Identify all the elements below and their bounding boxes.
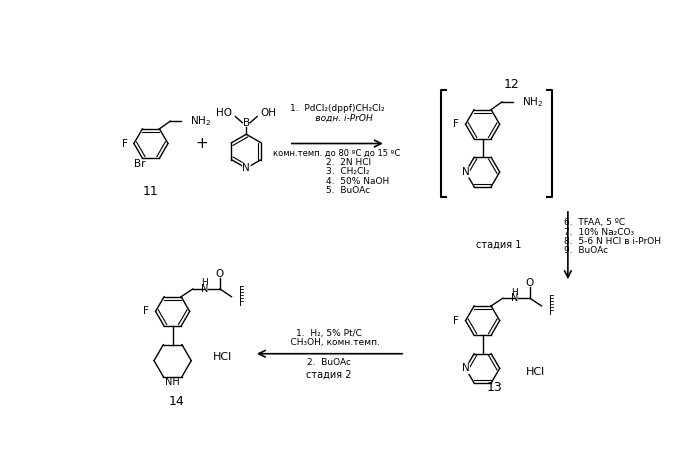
Text: OH: OH (260, 109, 276, 119)
Text: 7.  10% Na₂CO₃: 7. 10% Na₂CO₃ (564, 228, 634, 237)
Text: F: F (454, 316, 459, 326)
Text: N: N (462, 167, 470, 177)
Text: 1.  H₂, 5% Pt/C: 1. H₂, 5% Pt/C (296, 329, 362, 338)
Text: 4.  50% NaOH: 4. 50% NaOH (326, 177, 389, 186)
Text: 5.  BuOAc: 5. BuOAc (326, 186, 370, 195)
Text: 2.  BuOAc: 2. BuOAc (307, 359, 351, 367)
Text: N: N (462, 363, 470, 373)
Text: F: F (239, 292, 245, 302)
Text: F: F (239, 298, 245, 308)
Text: 14: 14 (168, 395, 185, 408)
Text: N: N (243, 163, 250, 173)
Text: O: O (216, 268, 224, 278)
Text: NH: NH (165, 377, 180, 387)
Text: HCl: HCl (526, 367, 545, 377)
Text: 6.  TFAA, 5 ºC: 6. TFAA, 5 ºC (564, 218, 625, 227)
Text: O: O (526, 278, 534, 288)
Text: N: N (201, 284, 208, 294)
Text: 12: 12 (503, 78, 519, 91)
Text: F: F (549, 295, 555, 305)
Text: F: F (549, 301, 555, 311)
Text: водн. i-PrOH: водн. i-PrOH (301, 114, 373, 123)
Text: F: F (239, 285, 245, 295)
Text: Br: Br (134, 159, 145, 169)
Text: F: F (122, 138, 128, 148)
Text: N: N (511, 293, 518, 303)
Text: стадия 1: стадия 1 (476, 240, 521, 250)
Text: 11: 11 (143, 185, 159, 198)
Text: NH$_2$: NH$_2$ (190, 114, 212, 128)
Text: F: F (549, 307, 555, 317)
Text: 1.  PdCl₂(dppf)CH₂Cl₂: 1. PdCl₂(dppf)CH₂Cl₂ (289, 104, 384, 114)
Text: H: H (511, 288, 518, 297)
Text: H: H (201, 278, 208, 287)
Text: B: B (243, 118, 250, 128)
Text: CH₃OH, комн.темп.: CH₃OH, комн.темп. (279, 338, 380, 348)
Text: F: F (143, 306, 150, 316)
Text: 8.  5-6 N HCl в i-PrOH: 8. 5-6 N HCl в i-PrOH (564, 237, 661, 246)
Text: 9.  BuOAc: 9. BuOAc (564, 246, 608, 255)
Text: HO: HO (216, 109, 232, 119)
Text: комн.темп. до 80 ºC до 15 ºC: комн.темп. до 80 ºC до 15 ºC (273, 149, 401, 158)
Text: F: F (454, 119, 459, 129)
Text: 13: 13 (487, 381, 502, 394)
Text: +: + (196, 136, 208, 151)
Text: стадия 2: стадия 2 (306, 370, 352, 380)
Text: 3.  CH₂Cl₂: 3. CH₂Cl₂ (326, 168, 370, 176)
Text: HCl: HCl (213, 352, 233, 362)
Text: NH$_2$: NH$_2$ (522, 95, 543, 109)
Text: 2.  2N HCl: 2. 2N HCl (326, 158, 371, 167)
